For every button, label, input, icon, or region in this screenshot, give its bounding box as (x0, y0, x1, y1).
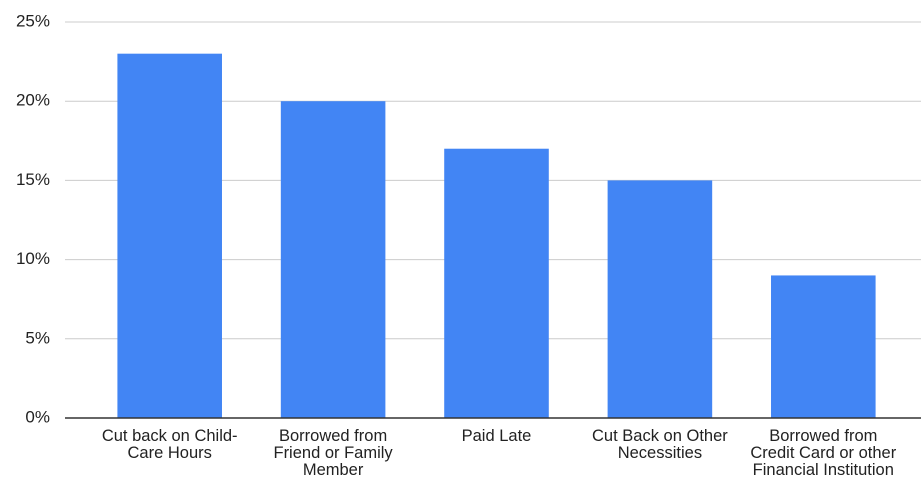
bar (771, 275, 876, 418)
bar (117, 53, 222, 419)
x-tick-label: Cut Back on Other Necessities (592, 427, 728, 462)
y-tick-label: 5% (25, 328, 50, 347)
x-tick-label: Cut back on Child-Care Hours (101, 427, 238, 462)
y-tick-label: 0% (25, 407, 50, 426)
x-tick-label: Paid Late (461, 427, 532, 445)
y-tick-label: 20% (16, 91, 50, 110)
bar (607, 180, 713, 418)
y-tick-label: 10% (16, 249, 50, 268)
bar (280, 101, 386, 418)
bar (444, 148, 549, 418)
x-tick-label: Borrowed from Credit Card or other Finan… (750, 427, 897, 479)
y-tick-label: 25% (16, 11, 50, 30)
y-tick-label: 15% (16, 170, 50, 189)
x-tick-label: Borrowed from Friend or Family Member (273, 427, 393, 479)
